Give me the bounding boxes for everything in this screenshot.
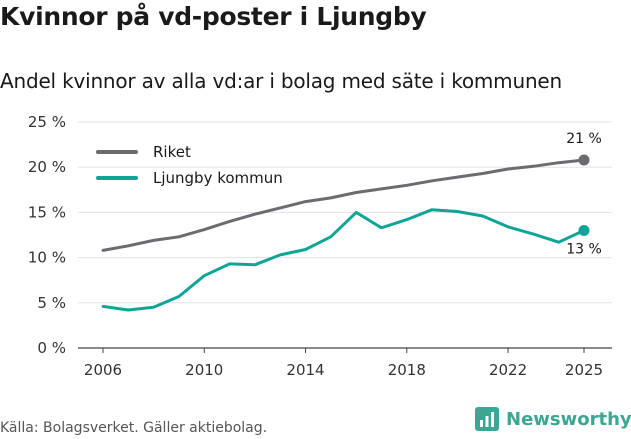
series-end-label: 13 % <box>566 241 602 257</box>
series-end-point <box>578 154 590 166</box>
legend-label: Ljungby kommun <box>153 169 283 187</box>
line-chart: 0 %5 %10 %15 %20 %25 % 2006 2010 2014 2018 2… <box>28 113 612 379</box>
x-tick-label: 2014 <box>286 361 324 379</box>
y-tick-label: 20 % <box>28 158 66 176</box>
y-tick-label: 0 % <box>37 339 66 357</box>
x-tick-label: 2025 <box>565 361 603 379</box>
series-end-point <box>578 224 590 236</box>
brand: Newsworthy <box>475 407 631 431</box>
legend: Riket Ljungby kommun <box>96 143 283 187</box>
series-line-riket <box>101 158 586 252</box>
series-lines: 21 % 13 % <box>101 131 602 312</box>
y-tick-label: 25 % <box>28 113 66 131</box>
y-tick-label: 15 % <box>28 203 66 221</box>
y-tick-label: 5 % <box>37 294 66 312</box>
series-line-ljungby <box>101 208 586 312</box>
chart-title: Kvinnor på vd-poster i Ljungby <box>0 2 427 31</box>
brand-name: Newsworthy <box>506 408 631 430</box>
grid <box>78 121 612 349</box>
x-tick-label: 2018 <box>388 361 426 379</box>
x-tick-label: 2010 <box>185 361 223 379</box>
y-tick-label: 10 % <box>28 249 66 267</box>
newsworthy-logo-icon <box>475 407 499 431</box>
y-axis-ticks: 0 % 5 % 10 % 15 % 20 % 25 % <box>28 113 66 357</box>
legend-label: Riket <box>153 143 191 161</box>
chart-subtitle: Andel kvinnor av alla vd:ar i bolag med … <box>0 69 562 93</box>
x-axis-ticks: 2006 2010 2014 2018 2022 2025 <box>84 348 603 379</box>
x-tick-label: 2006 <box>84 361 122 379</box>
source-note: Källa: Bolagsverket. Gäller aktiebolag. <box>0 420 268 436</box>
series-end-label: 21 % <box>566 131 602 147</box>
x-tick-label: 2022 <box>489 361 527 379</box>
